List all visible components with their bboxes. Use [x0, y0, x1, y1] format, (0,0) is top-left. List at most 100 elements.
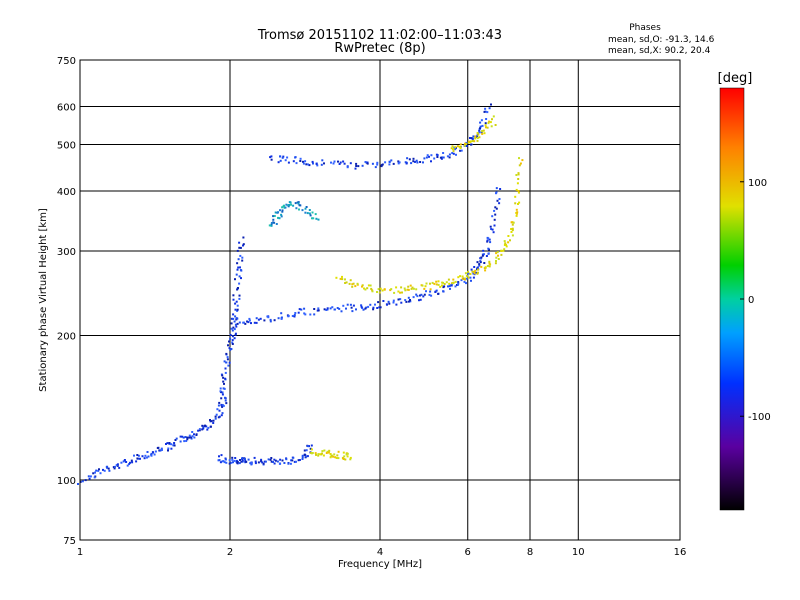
data-point	[450, 284, 453, 287]
data-point	[305, 455, 308, 458]
data-point	[498, 198, 501, 200]
data-point	[280, 215, 283, 218]
data-point	[471, 137, 474, 140]
data-point	[270, 224, 273, 227]
data-point	[244, 322, 247, 325]
data-point	[250, 462, 253, 465]
data-point	[281, 459, 284, 462]
data-point	[437, 292, 440, 295]
data-point	[135, 460, 138, 463]
colorbar-tick-label: 0	[748, 295, 754, 306]
y-tick-label: 600	[57, 103, 76, 114]
data-point	[442, 290, 445, 293]
data-point	[287, 161, 290, 164]
data-point	[366, 287, 369, 290]
data-point	[296, 201, 299, 204]
data-point	[268, 224, 271, 227]
data-point	[442, 156, 445, 159]
data-point	[115, 464, 118, 467]
data-point	[193, 436, 196, 439]
data-point	[447, 278, 450, 281]
data-point	[483, 132, 486, 135]
data-point	[441, 284, 443, 287]
data-point	[517, 178, 520, 180]
data-point	[253, 321, 256, 324]
data-point	[419, 161, 422, 163]
data-point	[492, 231, 495, 234]
data-point	[207, 426, 210, 429]
data-point	[446, 155, 449, 158]
data-point	[483, 262, 486, 264]
data-point	[270, 155, 273, 158]
data-point	[476, 137, 479, 139]
data-point	[302, 160, 304, 163]
data-point	[467, 272, 470, 275]
data-point	[229, 348, 232, 351]
data-point	[328, 449, 331, 452]
data-point	[242, 244, 244, 247]
data-point	[453, 146, 456, 149]
data-point	[185, 440, 188, 442]
data-point	[418, 299, 420, 302]
data-point	[463, 280, 466, 283]
data-point	[407, 296, 410, 299]
data-point	[471, 270, 474, 273]
data-point	[315, 453, 317, 456]
data-point	[102, 468, 104, 471]
data-point	[388, 163, 391, 166]
data-point	[315, 162, 318, 165]
stats-title: Phases	[629, 23, 661, 33]
data-point	[476, 132, 479, 134]
data-point	[195, 434, 198, 436]
data-point	[398, 161, 401, 164]
data-point	[491, 228, 494, 231]
data-point	[357, 165, 360, 168]
data-point	[384, 161, 387, 164]
data-point	[125, 461, 128, 463]
data-point	[270, 457, 273, 459]
data-point	[488, 107, 491, 110]
colorbar-tick-label: -100	[748, 412, 771, 423]
colorbar-tick-label: 100	[748, 178, 767, 189]
data-point	[225, 352, 228, 355]
data-point	[346, 303, 349, 306]
data-point	[355, 308, 357, 311]
data-point	[305, 206, 308, 208]
data-point	[511, 223, 514, 226]
data-point	[234, 302, 237, 305]
data-point	[428, 155, 430, 158]
data-point	[478, 264, 481, 267]
data-point	[184, 436, 187, 438]
data-point	[290, 203, 292, 206]
data-point	[360, 304, 363, 307]
data-point	[395, 286, 398, 289]
data-point	[442, 281, 445, 284]
data-point	[471, 140, 474, 142]
data-point	[517, 172, 520, 175]
data-point	[467, 276, 470, 279]
data-point	[495, 256, 498, 259]
data-point	[507, 241, 510, 244]
data-point	[495, 191, 498, 194]
data-point	[447, 285, 449, 288]
data-point	[247, 458, 250, 461]
data-point	[236, 309, 239, 312]
data-point	[233, 337, 236, 340]
trace	[217, 444, 313, 466]
data-point	[392, 162, 395, 165]
data-point	[452, 278, 455, 281]
data-point	[222, 404, 225, 407]
data-point	[486, 239, 489, 242]
data-point	[257, 318, 260, 321]
data-point	[304, 160, 307, 163]
data-point	[476, 261, 479, 264]
data-point	[502, 249, 505, 252]
x-tick-label: 8	[527, 547, 533, 558]
data-point	[242, 236, 245, 239]
data-point	[457, 281, 460, 284]
data-point	[489, 225, 492, 228]
data-point	[409, 300, 412, 303]
data-point	[234, 323, 237, 326]
data-point	[283, 204, 285, 207]
data-point	[503, 248, 506, 251]
